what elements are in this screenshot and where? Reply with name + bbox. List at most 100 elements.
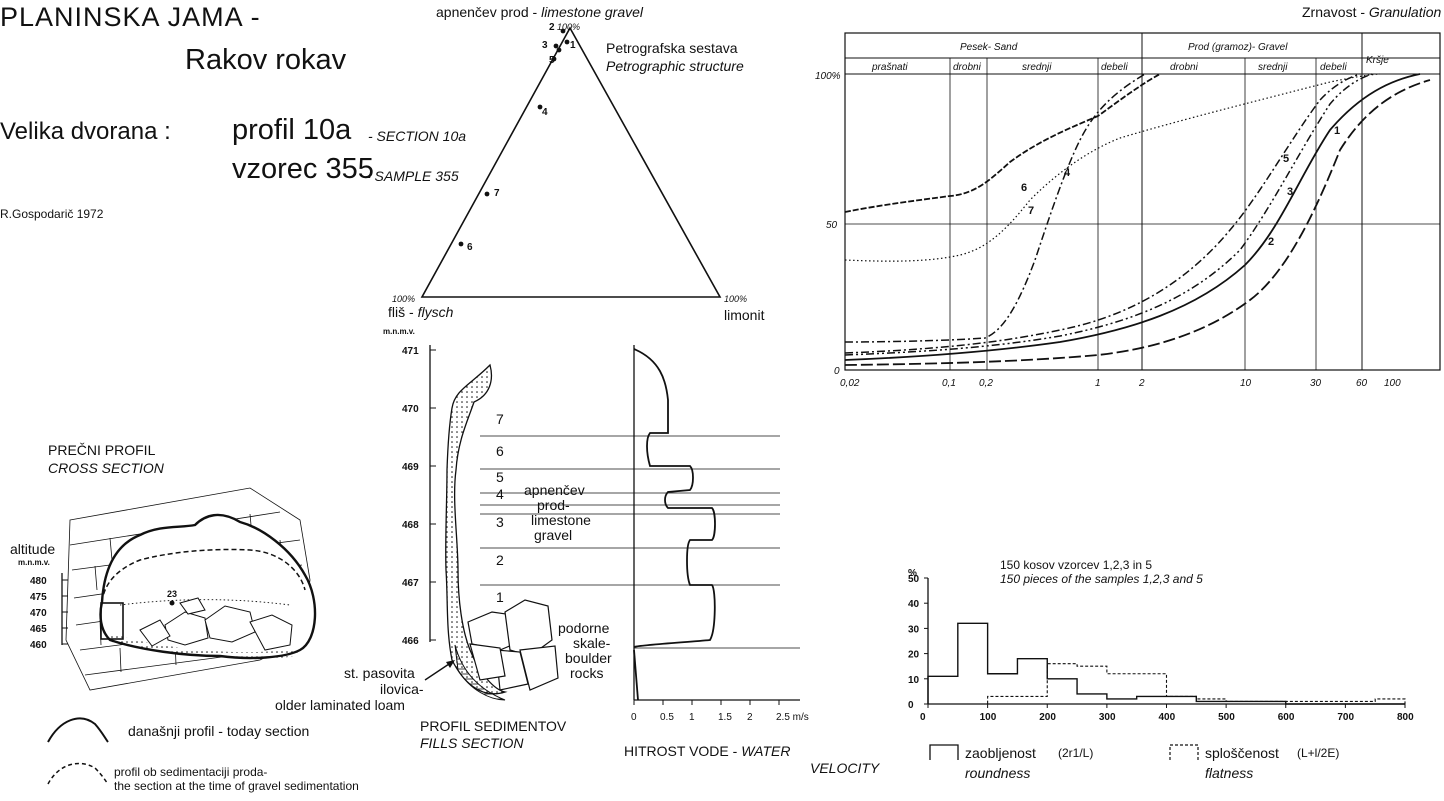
gran-xtick-4: 2 — [1138, 378, 1145, 389]
curve-5 — [844, 73, 1361, 354]
gran-xtick-0: 0,02 — [840, 378, 860, 389]
gravel-si1: apnenčev — [524, 482, 585, 498]
hist-xtick-label: 300 — [1099, 712, 1116, 723]
legend-sed-line1: profil ob sedimentaciji proda- — [114, 765, 268, 779]
legend-today-symbol — [47, 717, 109, 743]
curve-6 — [844, 73, 1161, 213]
curve-2 — [844, 79, 1431, 366]
hist-xtick-label: 700 — [1337, 712, 1354, 723]
granulation-chart: Pesek- Sand Prod (gramoz)- Gravel Kršje … — [815, 32, 1441, 389]
gran-sub-sand-2: srednji — [1022, 62, 1052, 73]
ternary-top-en: limestone gravel — [541, 4, 644, 20]
altitude-tick-label: 475 — [30, 592, 47, 603]
boulder-line3: boulder — [565, 650, 612, 666]
ternary-point-label: 7 — [494, 188, 500, 199]
hist-title-en: 150 pieces of the samples 1,2,3 and 5 — [1000, 572, 1203, 586]
ternary-top-label: apnenčev prod - limestone gravel — [436, 4, 643, 20]
gran-sub-gravel-2: debeli — [1320, 62, 1347, 73]
fills-section-drawing — [424, 345, 559, 701]
velocity-tick-label: 0.5 — [660, 712, 674, 723]
profile-en: - SECTION 10a — [368, 128, 467, 144]
curve-label-3: 3 — [1287, 186, 1293, 198]
fills-layer-label: 3 — [496, 514, 504, 530]
hist-xtick-label: 800 — [1397, 712, 1414, 723]
structure-en: Petrographic structure — [606, 58, 744, 74]
curve-label-5: 5 — [1283, 153, 1289, 165]
curve-label-7: 7 — [1028, 205, 1034, 217]
boulder-line4: rocks — [570, 665, 604, 681]
ternary-right-pct: 100% — [724, 294, 748, 304]
hist-series-sploščenost — [928, 663, 1406, 705]
curve-7 — [844, 73, 1381, 262]
title-line2: Rakov rokav — [185, 44, 347, 76]
fills-boulders — [467, 599, 559, 691]
altitude-tick-label: 465 — [30, 624, 47, 635]
ternary-point — [556, 47, 562, 53]
curve-3 — [844, 73, 1373, 356]
velocity-tick-label: 1.5 — [718, 712, 732, 723]
fills-tick-label: 471 — [402, 346, 419, 357]
hist-xtick-label: 500 — [1218, 712, 1235, 723]
ternary-top-si: apnenčev prod - — [436, 4, 538, 20]
hist-ytick-label: 50 — [908, 574, 920, 585]
fills-tick-label: 470 — [402, 404, 419, 415]
curve-4 — [844, 73, 1146, 343]
velocity-tick-label: 1 — [689, 712, 695, 723]
profile-label: profil 10a — [232, 114, 352, 146]
hist-ytick-label: 30 — [908, 624, 920, 635]
curve-1 — [844, 73, 1421, 361]
fills-layer-label: 1 — [496, 589, 504, 605]
flatness-legend-symbol — [1169, 744, 1199, 760]
gran-xtick-1: 0,1 — [942, 378, 956, 389]
velocity-curve — [633, 348, 716, 648]
fills-body — [445, 363, 508, 695]
ternary-point-label: 5 — [549, 55, 555, 66]
hist-xtick-label: 600 — [1278, 712, 1295, 723]
gran-xtick-5: 10 — [1240, 378, 1252, 389]
hist-y-unit: % — [908, 568, 917, 579]
ternary-point — [458, 241, 464, 247]
ternary-left-pct: 100% — [392, 294, 416, 304]
laminated-loam-fill — [454, 644, 506, 701]
fills-layer-label: 5 — [496, 469, 504, 485]
granulation-title-en: Granulation — [1368, 4, 1442, 20]
structure-si: Petrografska sestava — [606, 40, 738, 56]
altitude-tick-label: 480 — [30, 576, 47, 587]
ternary-point — [560, 28, 566, 34]
gran-xtick-6: 30 — [1310, 378, 1322, 389]
fills-tick-label: 467 — [402, 578, 419, 589]
ternary-left-label: fliš - flysch — [388, 304, 453, 320]
roundness-si: zaobljenost — [965, 745, 1036, 761]
flatness-formula: (L+l/2E) — [1297, 746, 1340, 760]
ternary-point — [553, 43, 559, 49]
hist-series-zaobljenost — [927, 622, 1405, 705]
gran-xtick-2: 0,2 — [979, 378, 993, 389]
legend-sed-line2: the section at the time of gravel sedime… — [114, 779, 359, 793]
flatness-en: flatness — [1205, 765, 1254, 781]
granulation-title: Zrnavost - Granulation — [1302, 4, 1441, 20]
legend-today-label: današnji profil - today section — [128, 723, 310, 739]
roundness-legend-symbol — [929, 744, 959, 760]
velocity-tick-label: 2.5 m/s — [776, 712, 809, 723]
cross-section-drawing: 23 — [61, 487, 317, 691]
gravel-en1: limestone — [531, 512, 591, 528]
gran-group-gravel: Prod (gramoz)- Gravel — [1188, 42, 1288, 53]
hist-ytick-label: 10 — [908, 675, 920, 686]
marker-23-dot — [169, 600, 175, 606]
ternary-point — [551, 56, 557, 62]
fills-unit: m.n.m.v. — [383, 327, 415, 336]
marker-23: 23 — [167, 589, 177, 599]
gravel-en2: gravel — [534, 527, 573, 543]
ternary-point — [564, 39, 570, 45]
velocity-title-si: HITROST VODE - — [624, 743, 738, 759]
loam-line3: older laminated loam — [275, 697, 405, 713]
gran-group-sand: Pesek- Sand — [960, 42, 1018, 53]
ternary-left-en: flysch — [417, 304, 454, 320]
gran-sub-gravel-1: srednji — [1258, 62, 1288, 73]
hist-xtick-label: 400 — [1159, 712, 1176, 723]
ternary-right-label: limonit — [724, 307, 765, 323]
ternary-point — [537, 104, 543, 110]
hist-xtick-label: 0 — [920, 712, 926, 723]
ternary-point-label: 2 — [549, 22, 555, 33]
